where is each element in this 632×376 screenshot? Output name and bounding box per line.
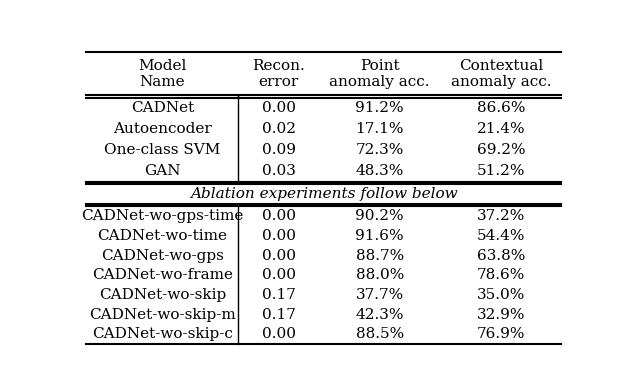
Text: 37.2%: 37.2% xyxy=(477,209,525,223)
Text: 42.3%: 42.3% xyxy=(355,308,404,321)
Text: 91.2%: 91.2% xyxy=(355,101,404,115)
Text: 0.00: 0.00 xyxy=(262,229,296,243)
Text: 76.9%: 76.9% xyxy=(477,327,525,341)
Text: CADNet-wo-gps-time: CADNet-wo-gps-time xyxy=(81,209,243,223)
Text: 91.6%: 91.6% xyxy=(355,229,404,243)
Text: Autoencoder: Autoencoder xyxy=(113,122,212,136)
Text: 0.17: 0.17 xyxy=(262,288,296,302)
Text: 0.03: 0.03 xyxy=(262,164,296,179)
Text: 21.4%: 21.4% xyxy=(477,122,525,136)
Text: 90.2%: 90.2% xyxy=(355,209,404,223)
Text: 63.8%: 63.8% xyxy=(477,249,525,262)
Text: 17.1%: 17.1% xyxy=(355,122,404,136)
Text: 0.02: 0.02 xyxy=(262,122,296,136)
Text: 0.00: 0.00 xyxy=(262,249,296,262)
Text: 88.7%: 88.7% xyxy=(356,249,404,262)
Text: Contextual
anomaly acc.: Contextual anomaly acc. xyxy=(451,59,551,89)
Text: Ablation experiments follow below: Ablation experiments follow below xyxy=(190,187,458,201)
Text: 0.00: 0.00 xyxy=(262,268,296,282)
Text: CADNet-wo-gps: CADNet-wo-gps xyxy=(101,249,224,262)
Text: 0.09: 0.09 xyxy=(262,143,296,158)
Text: CADNet: CADNet xyxy=(131,101,194,115)
Text: 32.9%: 32.9% xyxy=(477,308,525,321)
Text: 78.6%: 78.6% xyxy=(477,268,525,282)
Text: CADNet-wo-frame: CADNet-wo-frame xyxy=(92,268,233,282)
Text: CADNet-wo-time: CADNet-wo-time xyxy=(97,229,228,243)
Text: 0.00: 0.00 xyxy=(262,327,296,341)
Text: 51.2%: 51.2% xyxy=(477,164,525,179)
Text: 54.4%: 54.4% xyxy=(477,229,525,243)
Text: CADNet-wo-skip-c: CADNet-wo-skip-c xyxy=(92,327,233,341)
Text: One-class SVM: One-class SVM xyxy=(104,143,221,158)
Text: Recon.
error: Recon. error xyxy=(252,59,305,89)
Text: 48.3%: 48.3% xyxy=(356,164,404,179)
Text: 37.7%: 37.7% xyxy=(356,288,404,302)
Text: Point
anomaly acc.: Point anomaly acc. xyxy=(329,59,430,89)
Text: GAN: GAN xyxy=(144,164,181,179)
Text: CADNet-wo-skip-m: CADNet-wo-skip-m xyxy=(89,308,236,321)
Text: 0.00: 0.00 xyxy=(262,209,296,223)
Text: 35.0%: 35.0% xyxy=(477,288,525,302)
Text: 0.17: 0.17 xyxy=(262,308,296,321)
Text: 72.3%: 72.3% xyxy=(356,143,404,158)
Text: 86.6%: 86.6% xyxy=(477,101,525,115)
Text: 88.0%: 88.0% xyxy=(356,268,404,282)
Text: 0.00: 0.00 xyxy=(262,101,296,115)
Text: 69.2%: 69.2% xyxy=(477,143,525,158)
Text: 88.5%: 88.5% xyxy=(356,327,404,341)
Text: CADNet-wo-skip: CADNet-wo-skip xyxy=(99,288,226,302)
Text: Model
Name: Model Name xyxy=(138,59,186,89)
